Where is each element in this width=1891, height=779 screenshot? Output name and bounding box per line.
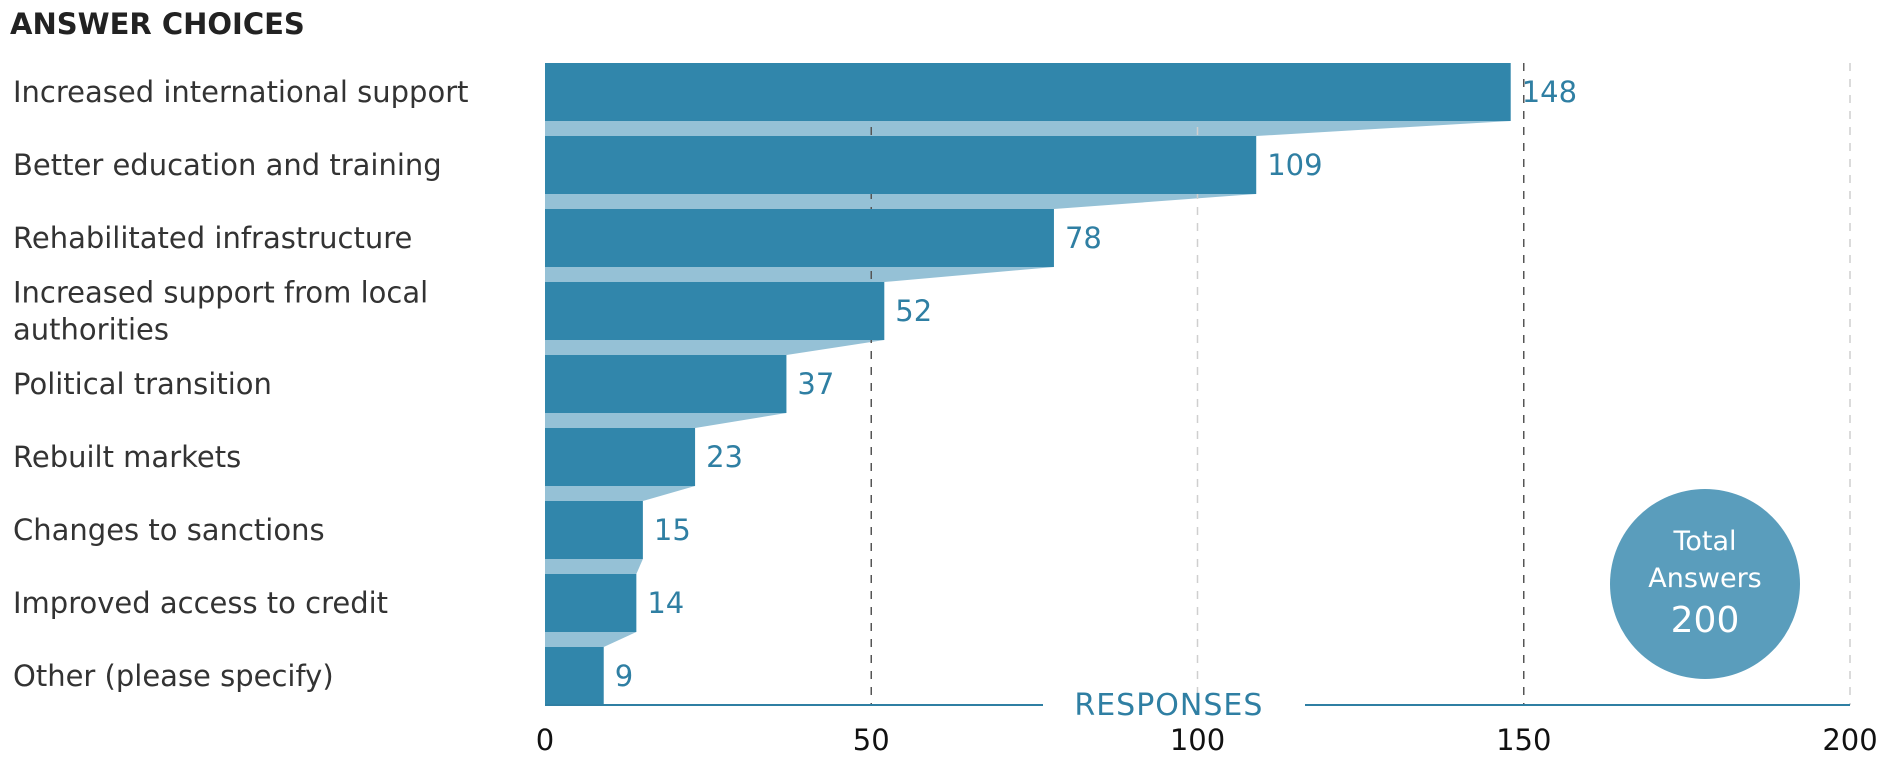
x-tick-label: 200 [1822, 723, 1877, 757]
connector-bands [545, 121, 1511, 647]
connector-band [545, 486, 696, 501]
gridlines [870, 63, 1851, 705]
value-label: 148 [1522, 75, 1577, 109]
total-answers-value: 200 [1671, 600, 1740, 641]
bar [545, 282, 885, 340]
total-answers-label-line-1: Total [1672, 526, 1736, 557]
x-tick-label: 0 [536, 723, 554, 757]
bar [545, 63, 1511, 121]
x-axis-title: RESPONSES [1074, 688, 1263, 723]
category-label: Changes to sanctions [13, 513, 325, 547]
bar [545, 501, 643, 559]
category-label: Rebuilt markets [13, 440, 241, 474]
total-answers-circle [1610, 489, 1800, 679]
category-label: Better education and training [13, 148, 442, 182]
chart-heading: ANSWER CHOICES [10, 7, 305, 41]
bar [545, 209, 1054, 267]
value-label: 15 [654, 513, 691, 547]
value-labels: 148 109 78 52 37 23 15 14 9 [615, 75, 1577, 693]
category-label: Increased support from local [13, 276, 428, 310]
value-label: 14 [647, 586, 684, 620]
category-label: Rehabilitated infrastructure [13, 221, 412, 255]
value-label: 23 [706, 440, 743, 474]
connector-band [545, 413, 787, 428]
x-tick-label: 150 [1496, 723, 1551, 757]
value-label: 52 [895, 294, 932, 328]
bar [545, 574, 637, 632]
x-tick-label: 100 [1170, 723, 1225, 757]
value-label: 78 [1065, 221, 1102, 255]
bar [545, 355, 787, 413]
value-label: 9 [615, 659, 633, 693]
bar [545, 647, 604, 705]
total-answers-label-line-2: Answers [1648, 563, 1762, 594]
total-answers-badge: Total Answers 200 [1610, 489, 1800, 679]
category-labels: Increased international support Better ed… [13, 75, 469, 693]
value-label: 109 [1267, 148, 1322, 182]
value-label: 37 [797, 367, 834, 401]
bar [545, 136, 1257, 194]
category-label: Increased international support [13, 75, 469, 109]
connector-band [545, 632, 637, 647]
connector-band [545, 194, 1257, 209]
x-tick-label: 50 [853, 723, 890, 757]
connector-band [545, 267, 1054, 282]
bars [545, 63, 1511, 705]
category-label: Other (please specify) [13, 659, 334, 693]
connector-band [545, 340, 885, 355]
category-label: Political transition [13, 367, 272, 401]
x-tick-labels: 0 50 100 150 200 [536, 723, 1878, 757]
x-axis: RESPONSES [545, 688, 1850, 723]
category-label: Improved access to credit [13, 586, 388, 620]
category-label: authorities [13, 313, 169, 347]
connector-band [545, 559, 643, 574]
connector-band [545, 121, 1511, 136]
bar [545, 428, 696, 486]
